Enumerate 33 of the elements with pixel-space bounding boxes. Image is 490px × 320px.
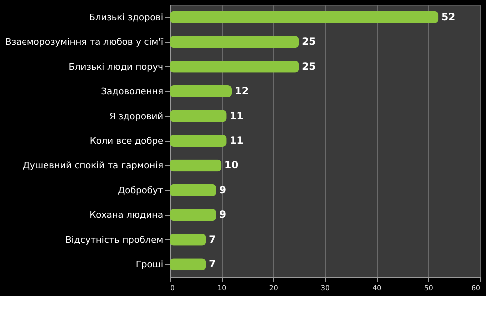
bar [170,86,232,98]
data-label: 12 [235,86,249,98]
bar [170,160,222,172]
bar [170,110,227,122]
data-label: 25 [302,62,316,73]
data-label: 10 [224,160,239,172]
bar [170,11,439,24]
y-tick-label: Задоволення [101,88,164,98]
data-label: 7 [209,234,216,246]
y-tick-label: Близькі люди поруч [68,62,164,73]
bar [170,36,300,48]
bar [170,60,300,73]
y-tick-label: Гроші [136,260,164,271]
data-label: 9 [220,210,226,222]
data-label: 9 [220,185,226,196]
bar [170,234,206,246]
data-label: 11 [230,136,244,147]
data-label: 52 [442,12,456,24]
y-tick-label: Взаєморозуміння та любов у сім'ї [6,38,164,48]
y-tick-label: Коли все добре [90,137,164,147]
y-tick-label: Душевний спокій та гармонія [22,162,164,172]
y-tick-label: Близькі здорові [89,13,164,24]
y-tick-label: Добробут [118,186,164,196]
y-tick-label: Кохана людина [90,211,164,222]
data-label: 11 [230,111,244,122]
data-label: 25 [302,37,316,48]
bar [170,184,216,196]
bar [170,209,216,222]
bar [170,135,227,147]
y-tick-label: Відсутність проблем [66,236,164,246]
bar [170,258,206,271]
y-tick-label: Я здоровий [110,112,164,122]
data-label: 7 [209,260,216,271]
